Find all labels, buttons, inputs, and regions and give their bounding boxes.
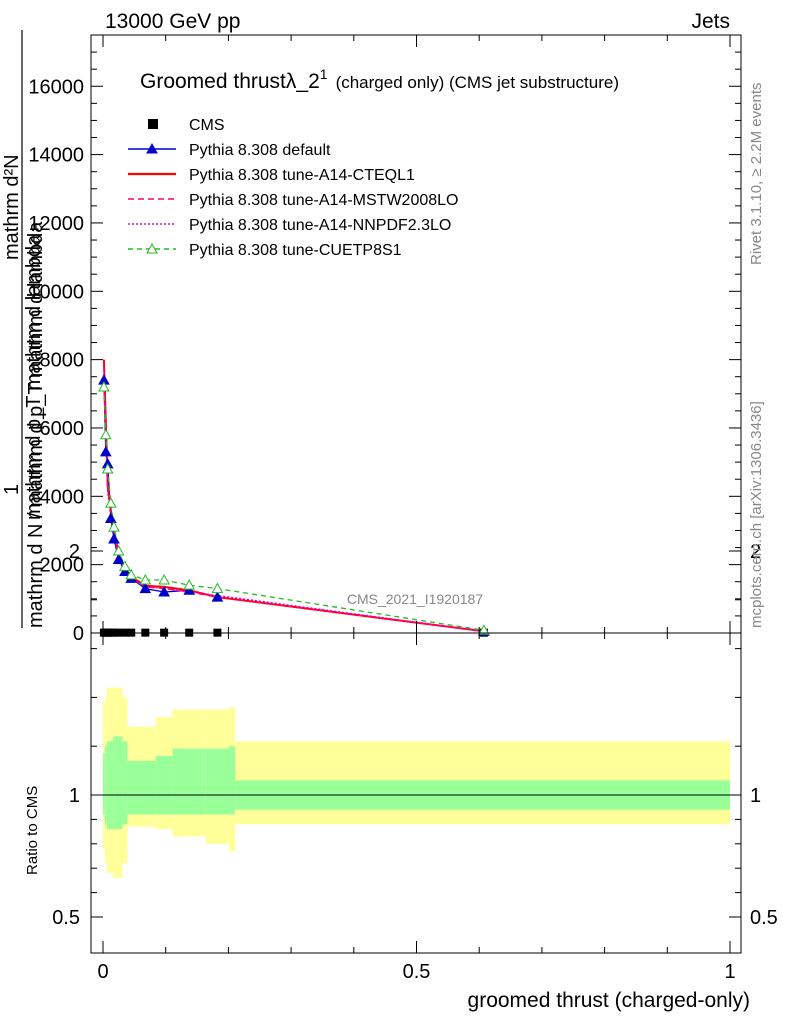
x-tick-label: 0.5 <box>403 961 431 983</box>
default-data-point <box>119 565 131 576</box>
cuetp8s1-data-point <box>183 579 196 590</box>
cuetp8s1-data-point <box>158 574 170 585</box>
plot-title: Groomed thrustλ_21 (charged only) (CMS je… <box>140 66 619 93</box>
y-tick-label: 12000 <box>28 213 84 235</box>
cuetp8s1-data-point <box>211 582 224 594</box>
plot-title-suffix: (charged only) (CMS jet substructure) <box>336 73 619 92</box>
default-data-point <box>99 445 112 457</box>
ratio-band-inner <box>106 741 109 830</box>
ratio-band-inner <box>127 760 135 815</box>
cuetp8s1-data-point <box>139 574 152 585</box>
cuetp8s1-data-point <box>478 624 490 635</box>
ratio-panel: 0.5 0.5 1 1 2 2 <box>52 541 778 954</box>
y-label-num: 1 <box>1 484 23 495</box>
y-tick-label: 8000 <box>40 350 85 372</box>
legend-label: Pythia 8.308 tune-CUETP8S1 <box>189 242 402 259</box>
cuetp8s1-data-point <box>119 560 131 571</box>
y-tick-label: 6000 <box>40 418 85 440</box>
default-data-point <box>183 584 196 595</box>
ratio-band-inner <box>113 736 115 830</box>
y-tick-label: 0 <box>73 623 84 645</box>
rivet-version-label: Rivet 3.1.10, ≥ 2.2M events <box>748 83 765 266</box>
ratio-band-inner <box>205 748 230 815</box>
default-data-point <box>158 585 170 597</box>
ratio-band-inner <box>108 741 114 830</box>
plot-title-main: Groomed thrustλ_2 <box>140 70 320 93</box>
legend-entry-default: Pythia 8.308 default <box>128 142 331 159</box>
ratio-tick-label-right: 0.5 <box>750 907 778 929</box>
ratio-axes: 0.5 0.5 1 1 2 2 <box>52 541 778 953</box>
cuetp8s1-data-point <box>108 521 120 532</box>
legend-entry-mstw: Pythia 8.308 tune-A14-MSTW2008LO <box>128 192 458 209</box>
y-axis-label: mathrm d²N mathrm d p_T mathrm d lambda … <box>1 30 47 628</box>
cuetp8s1-data-point <box>98 380 110 392</box>
mcplots-label: mcplots.cern.ch [arXiv:1306.3436] <box>748 401 765 628</box>
legend-marker <box>146 242 158 254</box>
cuetp8s1-data-point <box>125 568 138 580</box>
main-axes: 0 2000 4000 6000 8000 10000 12000 14000 16000 <box>28 35 741 645</box>
default-data-point <box>139 582 152 594</box>
plot-title-sup: 1 <box>320 66 328 82</box>
legend: CMS Pythia 8.308 default Pythia 8.308 tune… <box>128 117 458 259</box>
default-data-point <box>104 512 117 524</box>
x-tick-label: 1 <box>724 961 735 983</box>
ratio-tick-label-right: 2 <box>750 541 761 563</box>
analysis-watermark: CMS_2021_I1920187 <box>347 591 483 607</box>
default-data-point <box>108 532 120 544</box>
header-left: 13000 GeV pp <box>105 10 240 33</box>
legend-label: Pythia 8.308 default <box>189 142 331 159</box>
legend-label: CMS <box>189 117 225 134</box>
legend-label: Pythia 8.308 tune-A14-NNPDF2.3LO <box>189 217 451 234</box>
ratio-tick-label: 0.5 <box>52 907 80 929</box>
ratio-tick-label: 1 <box>69 785 80 807</box>
x-axis-label: groomed thrust (charged-only) <box>468 989 750 1012</box>
ratio-y-label: Ratio to CMS <box>24 786 41 875</box>
default-data-point <box>112 553 125 565</box>
ratio-band-inner <box>172 748 206 815</box>
y-tick-label: 16000 <box>28 76 84 98</box>
ratio-band-inner <box>155 755 173 815</box>
legend-entry-cms: CMS <box>148 117 225 134</box>
cuetp8s1-data-point <box>101 462 114 474</box>
y-label-top-den: mathrm d p_T mathrm d lambda <box>23 234 45 520</box>
y-tick-label: 2000 <box>40 555 85 577</box>
ratio-band-inner <box>114 736 123 830</box>
y-label-den: mathrm d N / mathrm d p_T mathrm d lambd… <box>25 221 47 628</box>
x-tick-labels: 0 0.5 1 <box>97 961 735 983</box>
legend-entry-cuetp8s1: Pythia 8.308 tune-CUETP8S1 <box>128 242 402 259</box>
ratio-band-inner <box>103 753 105 815</box>
y-tick-label: 4000 <box>40 486 85 508</box>
ratio-tick-label-right: 1 <box>750 785 761 807</box>
y-tick-label: 10000 <box>28 281 84 303</box>
default-data-point <box>211 591 224 602</box>
cuetp8s1-data-point <box>112 544 125 556</box>
cuetp8s1-data-point <box>104 497 117 508</box>
ratio-band-inner <box>229 746 236 815</box>
legend-entry-nnpdf: Pythia 8.308 tune-A14-NNPDF2.3LO <box>128 217 451 234</box>
ratio-frame <box>90 632 742 954</box>
x-tick-label: 0 <box>97 961 108 983</box>
ratio-band-inner <box>134 760 156 815</box>
ratio-bands <box>103 687 730 878</box>
legend-label: Pythia 8.308 tune-A14-MSTW2008LO <box>189 192 458 209</box>
ratio-band-inner <box>104 746 107 825</box>
y-label-top-num: mathrm d²N <box>1 154 23 260</box>
legend-marker <box>148 119 158 129</box>
y-tick-label: 14000 <box>28 145 84 167</box>
legend-label: Pythia 8.308 tune-A14-CTEQL1 <box>189 167 415 184</box>
legend-entry-cteql1: Pythia 8.308 tune-A14-CTEQL1 <box>128 167 415 184</box>
legend-marker <box>146 142 158 154</box>
header-right: Jets <box>691 10 730 33</box>
main-panel: 0 2000 4000 6000 8000 10000 12000 14000 16000 <box>28 34 742 645</box>
ratio-band-inner <box>122 741 128 825</box>
ratio-tick-label: 2 <box>69 541 80 563</box>
cuetp8s1-data-point <box>99 428 112 440</box>
